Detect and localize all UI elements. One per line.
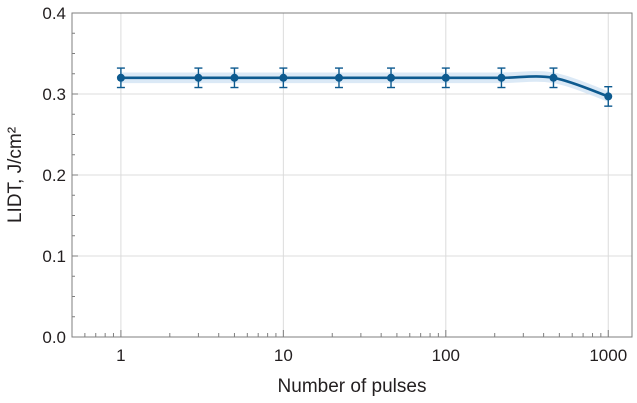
x-axis-label: Number of pulses (278, 376, 427, 397)
x-minor-ticks (84, 333, 602, 337)
data-point (230, 73, 239, 82)
data-point (334, 73, 343, 82)
y-tick-label: 0.2 (42, 166, 66, 185)
data-points (116, 73, 613, 101)
x-tick-label: 1 (116, 346, 125, 365)
series-line (120, 75, 609, 98)
x-tick-label: 10 (274, 346, 293, 365)
y-axis-label: LIDT, J/cm² (5, 127, 26, 223)
plot-frame (71, 12, 633, 338)
x-axis: 1 10 100 1000 (116, 330, 627, 365)
data-point (279, 73, 288, 82)
data-point (387, 73, 396, 82)
data-point (604, 92, 613, 101)
data-point (116, 73, 125, 82)
data-point (549, 73, 558, 82)
x-tick-label: 100 (432, 346, 460, 365)
y-tick-label: 0.1 (42, 247, 66, 266)
y-axis: 0.0 0.1 0.2 0.3 0.4 (42, 4, 78, 347)
data-point (497, 73, 506, 82)
data-point (441, 73, 450, 82)
x-tick-label: 1000 (589, 346, 627, 365)
y-tick-label: 0.0 (42, 328, 66, 347)
y-tick-label: 0.4 (42, 4, 66, 23)
grid-lines (72, 13, 632, 337)
y-tick-label: 0.3 (42, 85, 66, 104)
data-point (194, 73, 203, 82)
